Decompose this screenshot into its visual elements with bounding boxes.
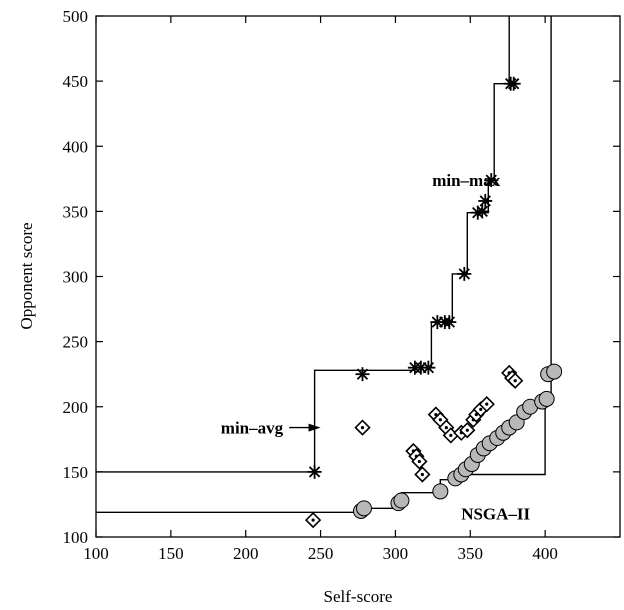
diamond-center [360, 425, 365, 430]
diamond-center [444, 425, 448, 430]
data-markers [304, 76, 563, 529]
front-line [96, 16, 552, 513]
y-tick-label: 500 [63, 7, 89, 26]
annotation-arrowhead [308, 423, 321, 432]
front-lines [96, 16, 552, 513]
series-annotation: NSGA–II [461, 505, 530, 524]
x-tick-label: 350 [458, 544, 484, 563]
x-tick-label: 400 [532, 544, 558, 563]
asterisk-point [475, 204, 490, 219]
front-line [96, 16, 510, 473]
asterisk-point [307, 464, 322, 479]
y-axis-title: Opponent score [17, 222, 36, 329]
asterisk-point [442, 315, 457, 330]
plot-area [95, 15, 621, 538]
y-tick-label: 100 [63, 528, 89, 547]
series-annotation: min–max [432, 171, 501, 190]
plot-frame [95, 15, 621, 538]
y-tick-label: 350 [63, 202, 89, 221]
circle-point [546, 363, 563, 380]
asterisk-point [506, 76, 521, 91]
x-tick-label: 150 [158, 544, 184, 563]
asterisk-point [484, 173, 499, 188]
circle-point [432, 483, 449, 500]
annotations: min–max min–avg NSGA–II [221, 171, 531, 523]
asterisk-point [478, 193, 493, 208]
diamond-center [417, 459, 421, 464]
circle-point [393, 492, 410, 509]
x-tick-label: 200 [233, 544, 259, 563]
series-annotation: min–avg [221, 419, 284, 438]
x-tick-label: 250 [308, 544, 334, 563]
y-tick-label: 400 [63, 137, 89, 156]
diamond-center [449, 433, 453, 438]
diamond-center [420, 472, 424, 477]
diamond-center [438, 418, 442, 422]
asterisk-point [457, 266, 472, 281]
diamond-center [479, 407, 483, 411]
x-tick-label: 100 [83, 544, 109, 563]
diamond-center [465, 428, 469, 432]
x-axis-title: Self-score [324, 587, 393, 606]
circle-point [355, 500, 372, 517]
diamond-center [485, 402, 489, 406]
diamond-center [513, 379, 517, 383]
diamond-center [311, 518, 315, 522]
y-tick-label: 200 [63, 398, 89, 417]
y-axis: 100 150 200 250 300 350 400 450 500 [63, 7, 620, 547]
y-tick-label: 300 [63, 268, 89, 287]
y-tick-label: 250 [63, 333, 89, 352]
asterisk-point [421, 360, 436, 375]
y-tick-label: 150 [63, 463, 89, 482]
x-axis: 100 150 200 250 300 350 400 [83, 16, 558, 563]
asterisk-point [355, 367, 370, 382]
circle-point [538, 390, 555, 407]
x-tick-label: 300 [383, 544, 409, 563]
y-tick-label: 450 [63, 72, 89, 91]
